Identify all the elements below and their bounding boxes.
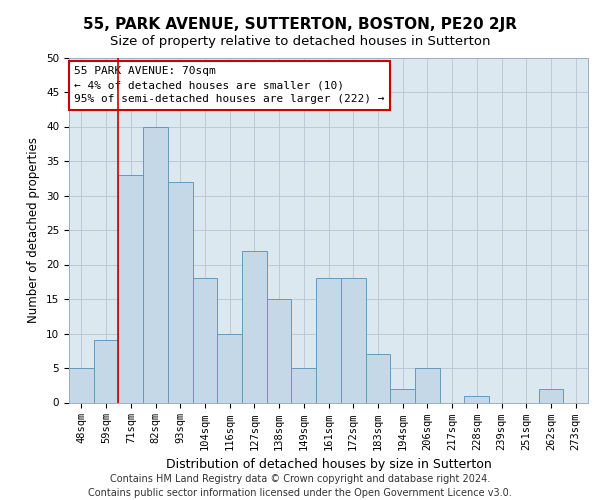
Text: Size of property relative to detached houses in Sutterton: Size of property relative to detached ho… (110, 35, 490, 48)
Bar (193, 278, 217, 402)
Text: 55, PARK AVENUE, SUTTERTON, BOSTON, PE20 2JR: 55, PARK AVENUE, SUTTERTON, BOSTON, PE20… (83, 18, 517, 32)
Bar (341, 278, 365, 402)
Bar (143, 126, 168, 402)
Bar (94, 340, 118, 402)
Bar (168, 182, 193, 402)
X-axis label: Distribution of detached houses by size in Sutterton: Distribution of detached houses by size … (166, 458, 491, 471)
Y-axis label: Number of detached properties: Number of detached properties (28, 137, 40, 323)
Bar (390, 388, 415, 402)
Bar (217, 334, 242, 402)
Bar (292, 368, 316, 402)
Bar (242, 250, 267, 402)
Bar (464, 396, 489, 402)
Bar (118, 175, 143, 402)
Bar (539, 388, 563, 402)
Bar (415, 368, 440, 402)
Bar (69, 368, 94, 402)
Text: Contains HM Land Registry data © Crown copyright and database right 2024.
Contai: Contains HM Land Registry data © Crown c… (88, 474, 512, 498)
Bar (267, 299, 292, 403)
Bar (316, 278, 341, 402)
Text: 55 PARK AVENUE: 70sqm
← 4% of detached houses are smaller (10)
95% of semi-detac: 55 PARK AVENUE: 70sqm ← 4% of detached h… (74, 66, 385, 104)
Bar (365, 354, 390, 403)
